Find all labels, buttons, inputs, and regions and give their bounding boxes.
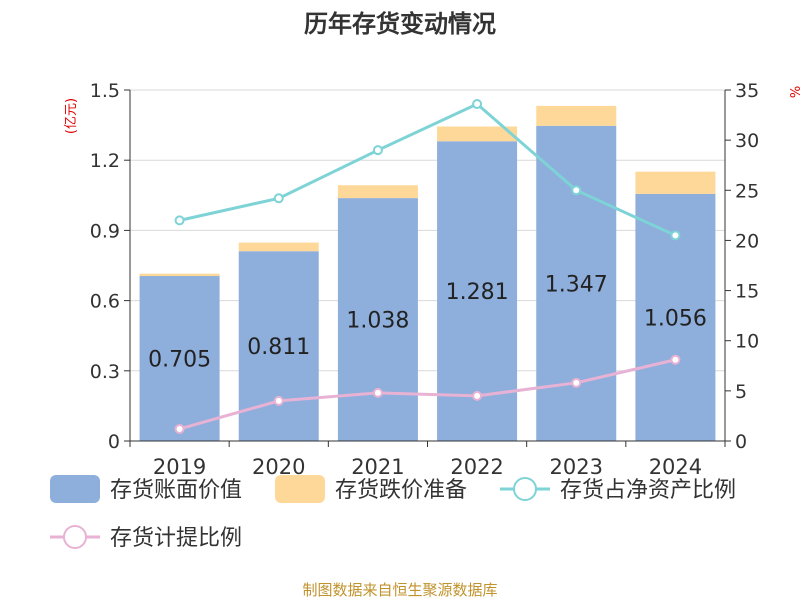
series-point [372, 145, 383, 156]
series-point [670, 230, 681, 241]
right-axis-tick-label: 5 [735, 381, 747, 403]
right-axis-tick-label: 15 [735, 281, 759, 303]
series-point [273, 193, 284, 204]
right-axis-tick-label: 30 [735, 130, 759, 152]
series-point [571, 377, 582, 388]
source-note: 制图数据来自恒生聚源数据库 [302, 581, 497, 599]
bar-impairment-reserve [437, 126, 518, 142]
left-axis-tick-label: 0 [108, 431, 120, 453]
series-point [174, 215, 185, 226]
left-axis-tick-label: 0.9 [90, 220, 120, 242]
line-series [174, 99, 681, 434]
series-point [670, 354, 681, 365]
series-point [273, 395, 284, 406]
bar-data-label: 0.705 [148, 348, 211, 373]
left-axis-tick-label: 1.2 [90, 150, 120, 172]
bar-data-label: 1.347 [545, 272, 608, 297]
bar-impairment-reserve [536, 105, 617, 126]
bar-impairment-reserve [139, 273, 220, 277]
series-point [472, 390, 483, 401]
bar-impairment-reserve [337, 185, 418, 199]
bars [139, 105, 716, 441]
left-axis-tick-label: 0.6 [90, 291, 120, 313]
legend-label: 存货跌价准备 [335, 478, 467, 503]
legend-label: 存货占净资产比例 [560, 478, 736, 503]
right-axis-tick-label: 20 [735, 230, 759, 252]
x-axis-tick-label: 2021 [351, 455, 404, 479]
bar-book-value [536, 125, 617, 441]
right-axis-tick-label: 35 [735, 80, 759, 102]
series-point [472, 99, 483, 110]
series-point [372, 387, 383, 398]
right-axis-unit: % [789, 86, 800, 98]
left-axis-tick-label: 0.3 [90, 361, 120, 383]
bar-impairment-reserve [635, 171, 716, 194]
x-axis-tick-label: 2022 [450, 455, 503, 479]
bar-data-label: 0.811 [247, 335, 310, 360]
series-line [179, 102, 677, 237]
bar-data-label: 1.056 [644, 306, 707, 331]
chart-title: 历年存货变动情况 [304, 10, 496, 38]
bar-data-label: 1.038 [346, 309, 409, 334]
left-axis-tick-label: 1.5 [90, 80, 120, 102]
legend-label: 存货计提比例 [110, 526, 242, 551]
series-point [571, 185, 582, 196]
bar-impairment-reserve [238, 242, 319, 252]
data-labels: 0.705 0.811 1.038 1.281 1.347 1.056 [148, 272, 707, 372]
right-axis-tick-label: 25 [735, 180, 759, 202]
series-point [174, 423, 185, 434]
left-axis-unit: (亿元) [64, 98, 79, 134]
bar-data-label: 1.281 [446, 280, 509, 305]
legend-marker [63, 525, 87, 549]
x-axis-tick-label: 2023 [550, 455, 603, 479]
x-axis-tick-label: 2024 [649, 455, 702, 479]
bar-book-value [139, 276, 220, 441]
bar-book-value [337, 198, 418, 441]
legend-label: 存货账面价值 [110, 478, 242, 503]
series-line [179, 358, 676, 431]
x-axis-tick-label: 2019 [153, 455, 206, 479]
legend-marker [513, 477, 537, 501]
right-axis-tick-label: 10 [735, 331, 759, 353]
legend-swatch [275, 475, 325, 503]
legend-swatch [50, 475, 100, 503]
right-axis-tick-label: 0 [735, 431, 747, 453]
